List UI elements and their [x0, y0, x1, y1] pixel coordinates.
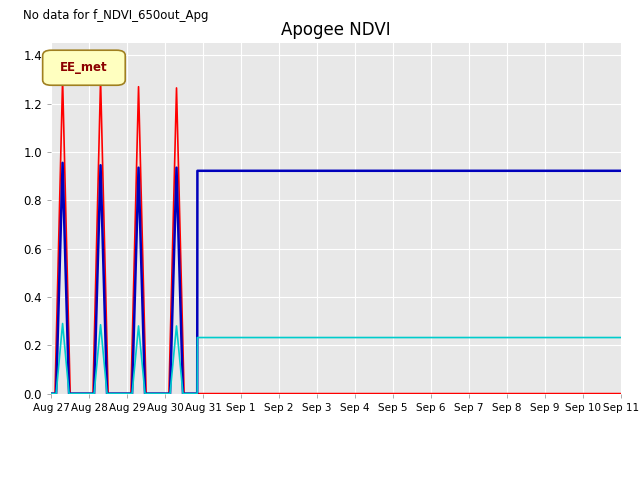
NDVI_810in_Apg	[161, 391, 169, 396]
650in_Apg	[47, 391, 55, 396]
Line: NDVI_810in_Apg: NDVI_810in_Apg	[51, 163, 621, 394]
810out_Apg	[591, 335, 599, 340]
650in_Apg	[275, 391, 282, 396]
650in_Apg	[617, 391, 625, 396]
650in_Apg	[161, 391, 169, 396]
FancyBboxPatch shape	[43, 50, 125, 85]
NDVI_810in_Apg	[591, 168, 599, 174]
810out_Apg	[617, 335, 625, 340]
NDVI_810in_Apg	[275, 168, 282, 174]
650in_Apg	[393, 391, 401, 396]
Line: 650in_Apg: 650in_Apg	[51, 80, 621, 394]
NDVI_810in_Apg	[321, 168, 329, 174]
650in_Apg	[591, 391, 599, 396]
810out_Apg	[393, 335, 401, 340]
NDVI_810in_Apg	[47, 391, 55, 396]
NDVI_810in_Apg	[617, 168, 625, 174]
810out_Apg	[236, 335, 244, 340]
650in_Apg	[236, 391, 244, 396]
650in_Apg	[59, 77, 67, 83]
650in_Apg	[321, 391, 329, 396]
Text: No data for f_NDVI_650out_Apg: No data for f_NDVI_650out_Apg	[23, 9, 208, 22]
NDVI_810in_Apg	[59, 160, 67, 166]
810out_Apg	[321, 335, 329, 340]
810out_Apg	[275, 335, 282, 340]
Title: Apogee NDVI: Apogee NDVI	[281, 21, 391, 39]
NDVI_810in_Apg	[393, 168, 401, 174]
Line: 810out_Apg: 810out_Apg	[51, 324, 621, 394]
810out_Apg	[161, 391, 169, 396]
810out_Apg	[59, 321, 67, 326]
810out_Apg	[47, 391, 55, 396]
NDVI_810in_Apg	[236, 168, 244, 174]
Text: EE_met: EE_met	[60, 61, 108, 74]
Legend: 650in_Apg, NDVI_810in_Apg, 810out_Apg: 650in_Apg, NDVI_810in_Apg, 810out_Apg	[143, 477, 529, 480]
